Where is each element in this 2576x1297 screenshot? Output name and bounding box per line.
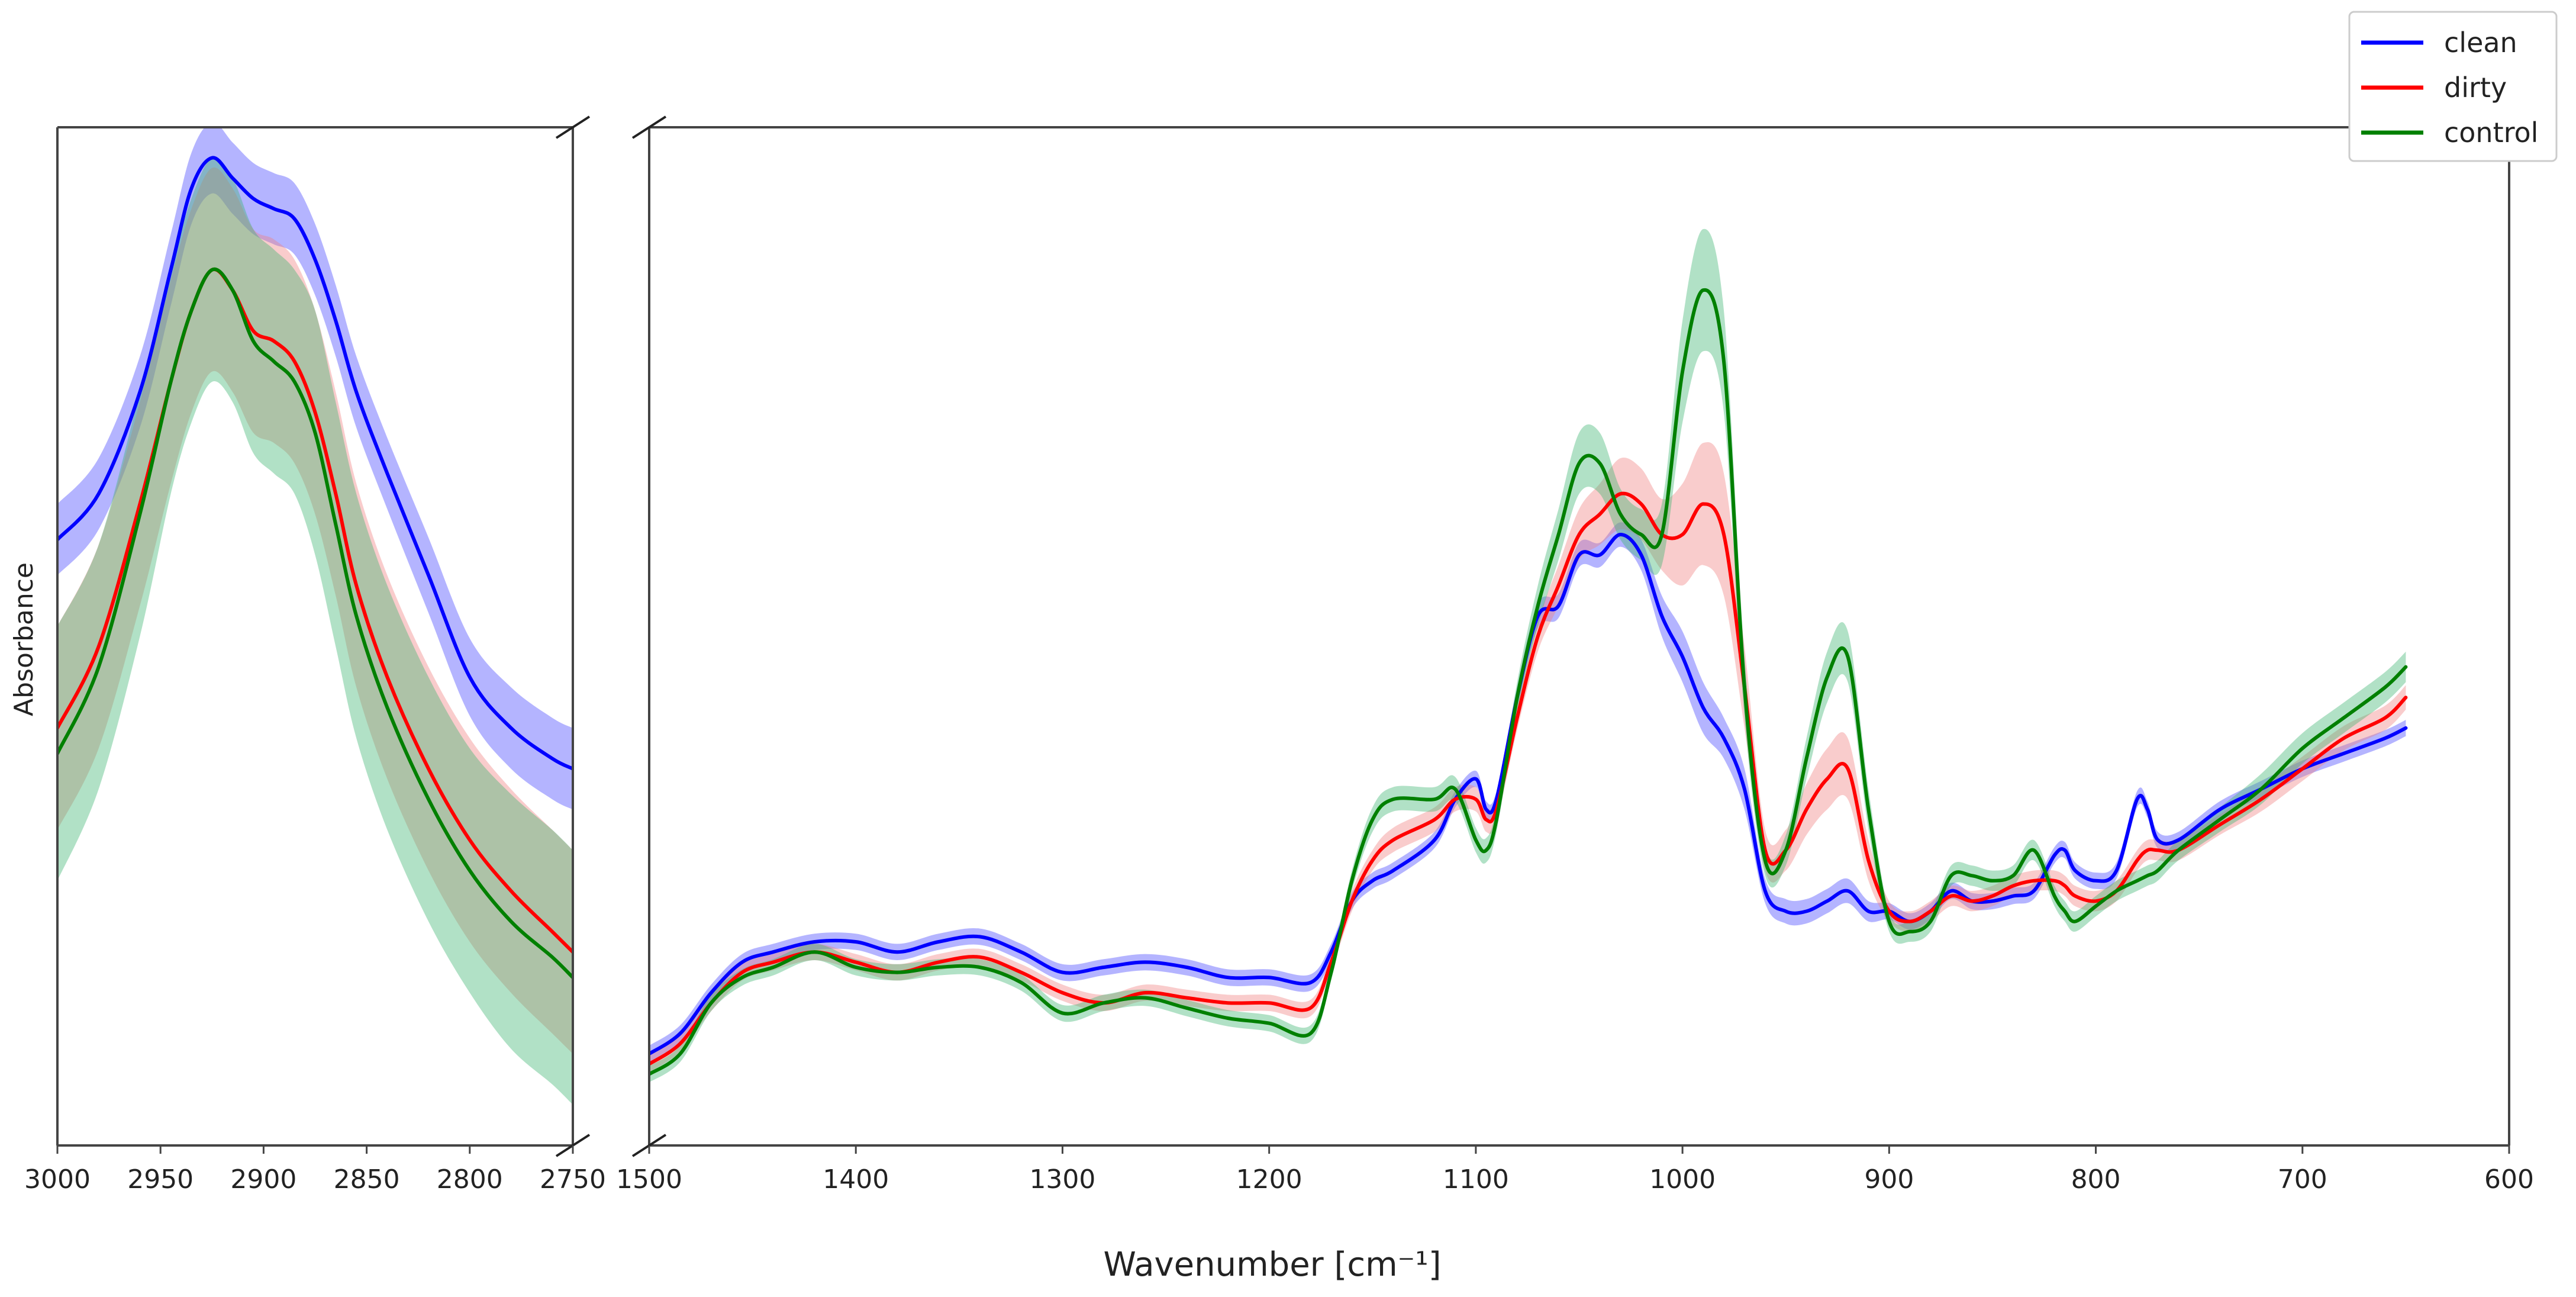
tick-label: 1200 xyxy=(1236,1164,1302,1195)
band-control-left xyxy=(57,157,573,1105)
legend-label-control: control xyxy=(2444,117,2538,149)
line-clean-left xyxy=(57,156,573,771)
tick-label: 3000 xyxy=(24,1164,91,1195)
tick-label: 900 xyxy=(1864,1164,1914,1195)
legend: clean dirty control xyxy=(2348,11,2558,162)
tick-label: 600 xyxy=(2484,1164,2534,1195)
tick-label: 1500 xyxy=(616,1164,682,1195)
tick-label: 700 xyxy=(2278,1164,2327,1195)
legend-label-clean: clean xyxy=(2444,27,2517,59)
tick-label: 800 xyxy=(2071,1164,2121,1195)
line-control-right xyxy=(649,288,2408,1076)
x-ticks: 3000 2950 2900 2850 2800 2750 1500 1400 1300 1200… xyxy=(24,1145,2534,1195)
axis-break-mark xyxy=(631,115,667,139)
tick-label: 2800 xyxy=(437,1164,503,1195)
tick-label: 1300 xyxy=(1029,1164,1095,1195)
tick-label: 2950 xyxy=(127,1164,194,1195)
band-clean-right xyxy=(649,522,2406,1062)
tick-label: 1000 xyxy=(1649,1164,1716,1195)
band-clean-left xyxy=(57,127,573,810)
line-clean-right xyxy=(649,533,2408,1056)
tick-label: 2750 xyxy=(540,1164,606,1195)
plot-area xyxy=(57,127,2408,1105)
legend-box xyxy=(2348,11,2558,162)
tick-label: 2850 xyxy=(334,1164,400,1195)
y-axis-label: Absorbance xyxy=(9,562,39,716)
axis-break-mark xyxy=(555,115,591,139)
line-dirty-right xyxy=(649,491,2408,1066)
x-axis-label: Wavenumber [cm⁻¹] xyxy=(1103,1245,1441,1284)
band-dirty-left xyxy=(57,167,573,1054)
line-control-left xyxy=(57,267,573,980)
legend-label-dirty: dirty xyxy=(2444,72,2507,104)
tick-label: 1100 xyxy=(1443,1164,1509,1195)
tick-label: 2900 xyxy=(230,1164,296,1195)
axes-frame xyxy=(56,115,2510,1157)
tick-label: 1400 xyxy=(823,1164,889,1195)
